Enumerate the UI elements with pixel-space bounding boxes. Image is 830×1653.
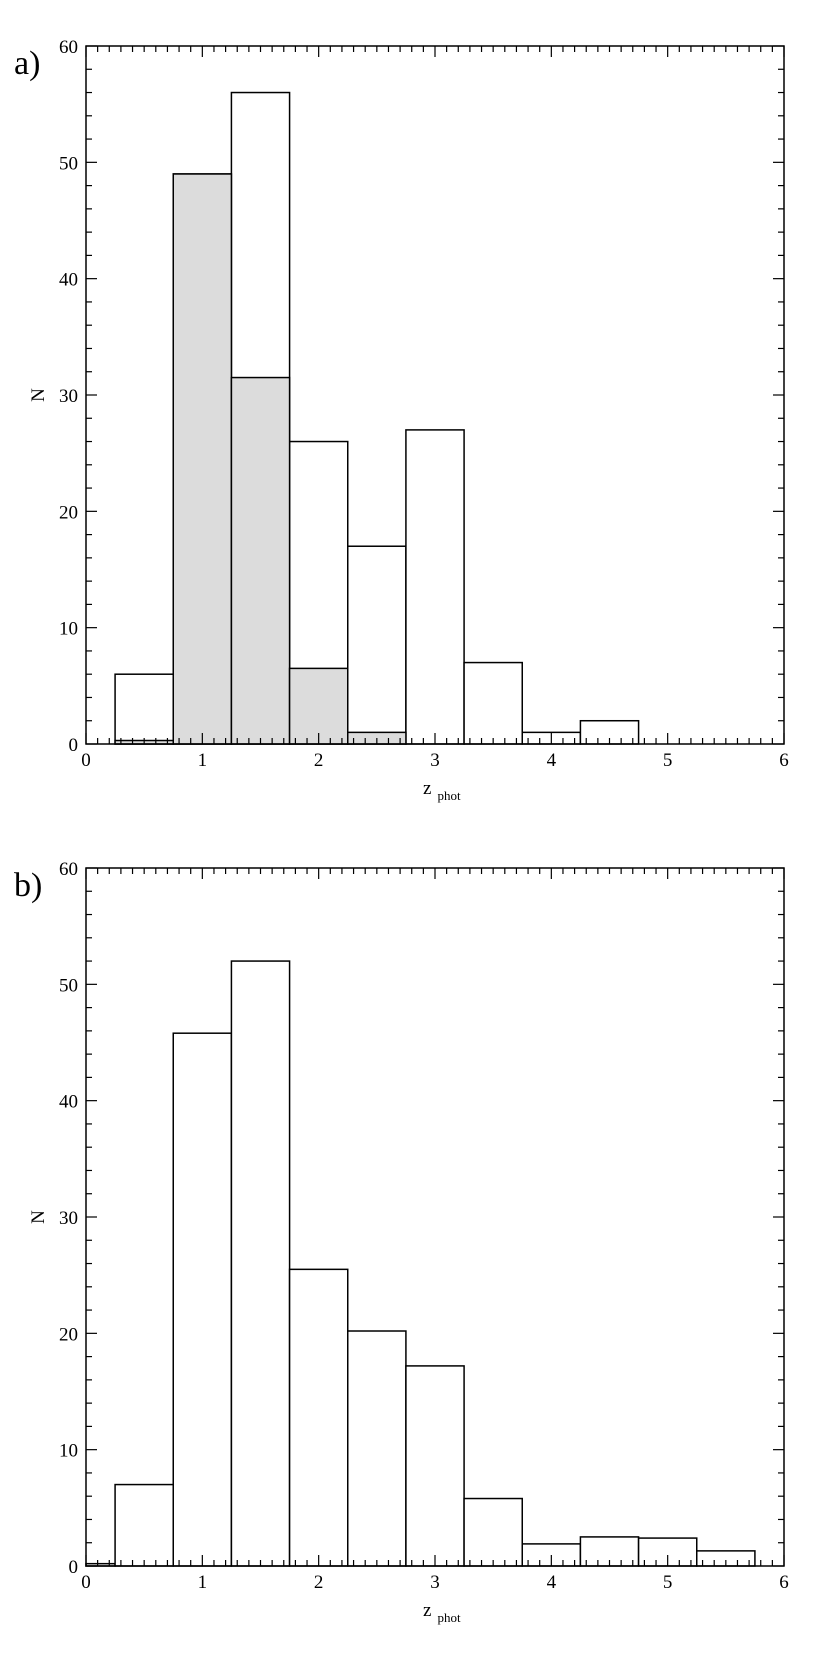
x-tick-label: 6 <box>779 1572 789 1593</box>
x-tick-label: 4 <box>547 750 557 771</box>
y-tick-label: 50 <box>59 975 78 996</box>
y-axis-label: N <box>28 1210 49 1224</box>
axis-ticks <box>85 45 785 745</box>
y-tick-label: 20 <box>59 502 78 523</box>
histogram-bar-outline-5 <box>405 429 465 745</box>
x-tick-label: 0 <box>81 750 91 771</box>
histogram-bar-outline-0 <box>114 673 175 745</box>
axis-ticks <box>85 867 785 1567</box>
histogram-bar-outline-4 <box>288 1268 349 1567</box>
x-tick-label: 6 <box>779 750 789 771</box>
panel-label: a) <box>14 45 40 82</box>
y-tick-label: 30 <box>59 1208 78 1229</box>
y-tick-label: 60 <box>59 859 78 880</box>
y-tick-label: 10 <box>59 1441 78 1462</box>
y-tick-label: 50 <box>59 153 78 174</box>
histogram-bar-outline-3 <box>230 960 291 1567</box>
x-tick-label: 2 <box>314 750 324 771</box>
y-tick-label: 60 <box>59 37 78 58</box>
panel-label: b) <box>14 867 42 904</box>
x-tick-label: 3 <box>430 1572 440 1593</box>
x-tick-label: 5 <box>663 750 673 771</box>
histogram-bar-shaded-1 <box>172 173 233 745</box>
x-tick-label: 3 <box>430 750 440 771</box>
x-tick-label: 1 <box>198 750 208 771</box>
y-tick-label: 0 <box>69 735 79 756</box>
histogram-bar-outline-1 <box>114 1483 175 1567</box>
y-tick-label: 10 <box>59 619 78 640</box>
histogram-bar-outline-7 <box>463 1497 524 1567</box>
histogram-bar-outline-2 <box>172 1032 233 1567</box>
histogram-bar-outline-6 <box>463 661 524 745</box>
y-tick-label: 30 <box>59 386 78 407</box>
y-tick-label: 40 <box>59 270 78 291</box>
y-tick-label: 0 <box>69 1557 79 1578</box>
histogram-bar-outline-5 <box>347 1330 407 1567</box>
y-axis-label: N <box>28 388 49 402</box>
x-tick-label: 1 <box>198 1572 208 1593</box>
x-axis-label: z phot <box>423 1600 461 1625</box>
x-tick-label: 0 <box>81 1572 91 1593</box>
x-tick-label: 5 <box>663 1572 673 1593</box>
x-tick-label: 4 <box>547 1572 557 1593</box>
histogram-bar-shaded-2 <box>230 376 291 745</box>
histogram-bar-outline-4 <box>347 545 407 745</box>
x-axis-label: z phot <box>423 778 461 803</box>
y-tick-label: 20 <box>59 1324 78 1345</box>
y-tick-label: 40 <box>59 1092 78 1113</box>
x-tick-label: 2 <box>314 1572 324 1593</box>
histogram-bar-outline-6 <box>405 1365 465 1567</box>
histogram-bar-shaded-3 <box>288 667 349 745</box>
